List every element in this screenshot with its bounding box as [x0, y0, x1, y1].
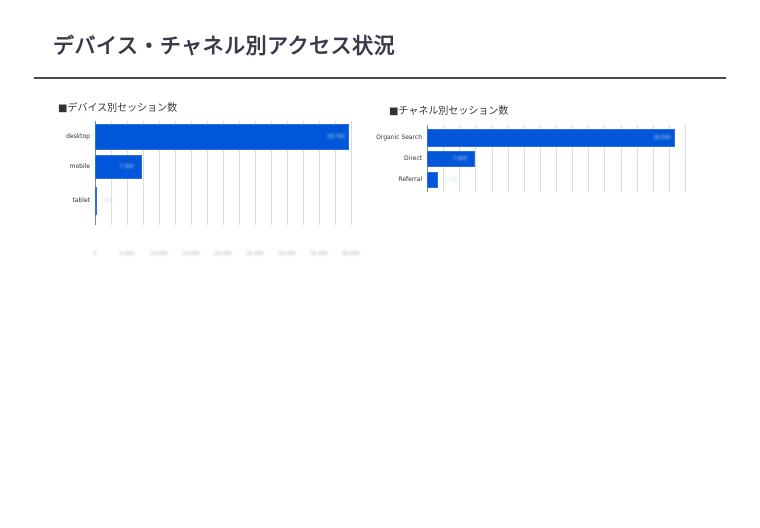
- gridline: [255, 121, 256, 225]
- gridline: [287, 121, 288, 225]
- gridline: [143, 121, 144, 225]
- gridline: [572, 125, 574, 192]
- channel-chart-title: ■チャネル別セッション数: [389, 106, 509, 117]
- page-title: デバイス・チャネル別アクセス状況: [53, 34, 396, 58]
- gridline: [475, 125, 477, 192]
- category-label: Referral: [398, 176, 422, 183]
- gridline: [303, 121, 304, 225]
- gridline: [271, 121, 272, 225]
- x-tick-label: 10,000: [150, 251, 168, 257]
- gridline: [507, 125, 509, 192]
- category-label: Organic Search: [376, 134, 422, 141]
- category-label: mobile: [69, 163, 90, 170]
- gridline: [191, 121, 192, 225]
- gridline: [223, 121, 224, 225]
- x-tick-label: 25,000: [246, 251, 264, 257]
- x-tick-label: 40,000: [342, 251, 360, 257]
- value-label: 1,700: [443, 177, 459, 183]
- value-label: 38,500: [653, 135, 671, 141]
- gridline: [491, 125, 493, 192]
- gridline: [351, 121, 352, 225]
- x-tick-label: 0: [93, 251, 97, 257]
- bar-mobile: [95, 155, 142, 179]
- category-label: desktop: [66, 133, 90, 140]
- gridline: [539, 125, 541, 192]
- x-tick-label: 15,000: [182, 251, 200, 257]
- gridline: [556, 125, 557, 192]
- gridline: [604, 125, 606, 192]
- value-label: 39,700: [327, 134, 345, 140]
- bar-tablet: [95, 187, 97, 215]
- bar-referral: [427, 172, 438, 188]
- value-label: 300: [103, 198, 113, 204]
- bar-direct: [427, 151, 475, 167]
- x-tick-label: 20,000: [214, 251, 232, 257]
- gridline: [636, 125, 638, 192]
- gridline: [319, 121, 320, 225]
- title-divider: [34, 77, 726, 79]
- gridline: [620, 125, 622, 192]
- value-label: 7,300: [119, 164, 135, 170]
- category-label: Direct: [404, 155, 422, 162]
- gridline: [335, 121, 336, 225]
- bar-organic-search: [427, 129, 676, 147]
- gridline: [207, 121, 208, 225]
- channel-plot-area: [427, 125, 686, 192]
- gridline: [239, 121, 240, 225]
- gridline: [523, 125, 525, 192]
- bar-desktop: [95, 124, 350, 150]
- x-tick-label: 30,000: [278, 251, 296, 257]
- gridline: [652, 125, 654, 192]
- gridline: [159, 121, 160, 225]
- device-chart-title: ■デバイス別セッション数: [58, 103, 178, 114]
- gridline: [685, 125, 686, 192]
- device-plot-area: [95, 121, 352, 225]
- gridline: [175, 121, 176, 225]
- gridline: [668, 125, 670, 192]
- category-label: tablet: [72, 197, 90, 204]
- x-tick-label: 5,000: [119, 251, 135, 257]
- value-label: 7,400: [452, 156, 468, 162]
- gridline: [588, 125, 590, 192]
- x-tick-label: 35,000: [310, 251, 328, 257]
